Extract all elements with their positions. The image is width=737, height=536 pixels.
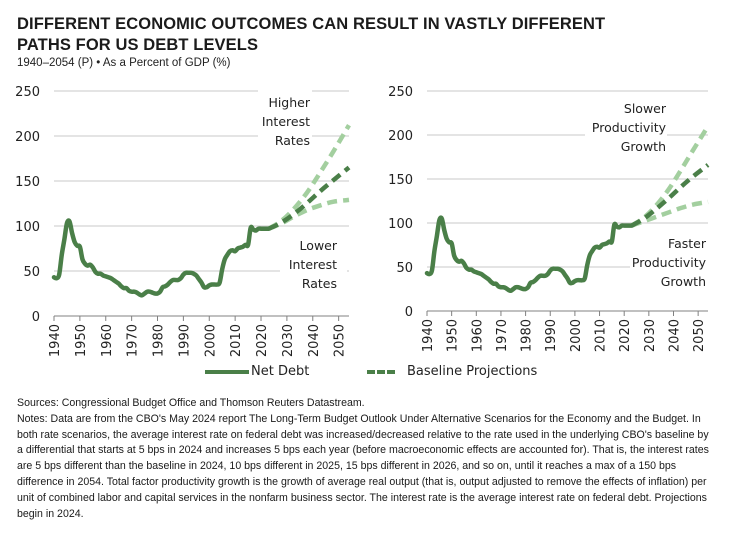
legend-item-baseline: Baseline Projections — [367, 364, 537, 379]
y-tick-label: 0 — [32, 310, 40, 325]
annotation-lower-scenario: Growth — [661, 274, 706, 289]
legend-label-net-debt: Net Debt — [251, 364, 310, 379]
annotation-upper-scenario: Interest — [262, 114, 310, 129]
x-tick-label: 1980 — [520, 319, 535, 352]
annotation-lower-scenario: Interest — [289, 257, 337, 272]
x-tick-label: 2020 — [618, 319, 633, 352]
annotation-lower-scenario: Productivity — [632, 255, 707, 270]
x-tick-label: 1980 — [152, 324, 167, 357]
x-tick-label: 1940 — [48, 324, 63, 357]
y-tick-label: 250 — [388, 85, 413, 100]
x-tick-label: 2030 — [281, 324, 296, 357]
x-tick-label: 2040 — [307, 324, 322, 357]
sources-text: Sources: Congressional Budget Office and… — [17, 397, 365, 409]
annotation-upper-scenario: Productivity — [592, 120, 667, 135]
annotation-lower-scenario: Rates — [302, 276, 337, 291]
legend-item-net-debt: Net Debt — [205, 364, 309, 379]
notes-text: Notes: Data are from the CBO's May 2024 … — [17, 412, 709, 520]
x-tick-label: 2050 — [692, 319, 707, 352]
y-tick-label: 150 — [15, 175, 40, 190]
x-tick-label: 1960 — [470, 319, 485, 352]
x-tick-label: 1990 — [544, 319, 559, 352]
y-tick-label: 200 — [15, 130, 40, 145]
legend-swatch-solid-line — [205, 369, 249, 374]
x-tick-label: 1970 — [126, 324, 141, 357]
x-tick-label: 1960 — [100, 324, 115, 357]
annotation-upper-scenario: Rates — [275, 133, 310, 148]
annotation-lower-scenario: Lower — [300, 238, 338, 253]
chart-subtitle: 1940–2054 (P) • As a Percent of GDP (%) — [17, 57, 231, 69]
y-tick-label: 200 — [388, 129, 413, 144]
x-tick-label: 1990 — [177, 324, 192, 357]
footnotes: Sources: Congressional Budget Office and… — [17, 396, 717, 522]
y-tick-label: 150 — [388, 173, 413, 188]
projection-line-slower-productivity-growth — [630, 125, 710, 228]
x-tick-label: 2020 — [255, 324, 270, 357]
projection-line-baseline-projections — [630, 163, 710, 228]
legend-swatch-dashed-line — [367, 369, 395, 374]
y-tick-label: 50 — [396, 261, 413, 276]
y-tick-label: 100 — [15, 220, 40, 235]
chart-title: DIFFERENT ECONOMIC OUTCOMES CAN RESULT I… — [17, 15, 606, 54]
y-tick-label: 100 — [388, 217, 413, 232]
net-debt-line — [424, 215, 634, 294]
x-tick-label: 2050 — [333, 324, 348, 357]
projection-line-lower-interest-rates — [267, 197, 350, 231]
legend: Net Debt Baseline Projections — [0, 364, 737, 384]
chart-panel-productivity: 0 50 100 150 200 250 1940 1950 1960 1970 1980 1990 2… — [388, 85, 710, 352]
projection-line-faster-productivity-growth — [630, 199, 709, 228]
projection-line-baseline-projections — [267, 165, 351, 231]
annotation-upper-scenario: Growth — [621, 139, 666, 154]
x-tick-label: 2030 — [643, 319, 658, 352]
x-tick-label: 2010 — [229, 324, 244, 357]
charts-canvas: 0 50 100 150 200 250 1940 1950 1960 1970 1980 1990 2… — [15, 85, 710, 357]
legend-label-baseline: Baseline Projections — [407, 364, 538, 379]
x-tick-label: 2040 — [667, 319, 682, 352]
annotation-upper-scenario: Higher — [268, 95, 310, 110]
y-tick-label: 250 — [15, 85, 40, 100]
x-tick-label: 2000 — [203, 324, 218, 357]
x-tick-label: 2000 — [569, 319, 584, 352]
x-tick-label: 1950 — [74, 324, 89, 357]
x-tick-label: 1950 — [446, 319, 461, 352]
chart-panel-interest-rates: 0 50 100 150 200 250 1940 1950 1960 1970 1980 1990 2… — [15, 85, 351, 357]
y-tick-label: 0 — [405, 305, 413, 320]
annotation-upper-scenario: Slower — [624, 101, 667, 116]
annotation-lower-scenario: Faster — [668, 236, 707, 251]
projection-line-higher-interest-rates — [267, 124, 351, 231]
net-debt-line — [51, 218, 272, 298]
x-tick-label: 1940 — [421, 319, 436, 352]
y-tick-label: 50 — [23, 265, 40, 280]
x-tick-label: 2010 — [594, 319, 609, 352]
x-tick-label: 1970 — [495, 319, 510, 352]
